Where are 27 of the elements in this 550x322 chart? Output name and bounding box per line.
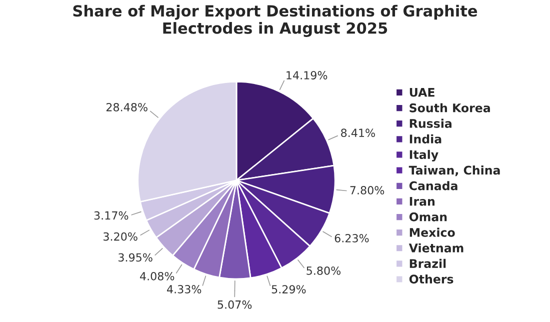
legend-label: Mexico [410,228,455,237]
data-label: 14.19% [286,71,328,80]
legend-label: Taiwan, China [408,166,500,176]
data-label: 28.48% [106,102,148,112]
legend-label: South Korea [410,103,490,112]
legend-label: Oman [409,212,447,222]
data-label: 5.29% [272,285,306,294]
data-label: 8.41% [341,128,375,138]
legend-label: Iran [410,197,434,206]
legend-label: Brazil [410,258,446,268]
data-label: 3.17% [94,211,128,220]
data-label: 4.08% [140,272,174,280]
legend-label: Canada [409,181,458,190]
data-label: 5.80% [306,266,341,275]
legend-label: India [410,134,442,144]
data-label: 6.23% [334,234,369,242]
chart-title: Share of Major Export Destinations of Graphite Electrodes in August 2025 [73,4,478,37]
data-label: 3.95% [118,253,152,262]
legend-label: UAE [410,88,434,97]
legend-label: Russia [410,118,452,128]
data-label: 7.80% [350,186,384,194]
legend-label: Italy [410,150,438,162]
data-label: 4.33% [167,285,202,294]
legend-label: Vietnam [408,243,464,252]
data-label: 5.07% [218,300,252,309]
data-label: 3.20% [104,232,138,241]
legend-label: Others [409,274,454,284]
